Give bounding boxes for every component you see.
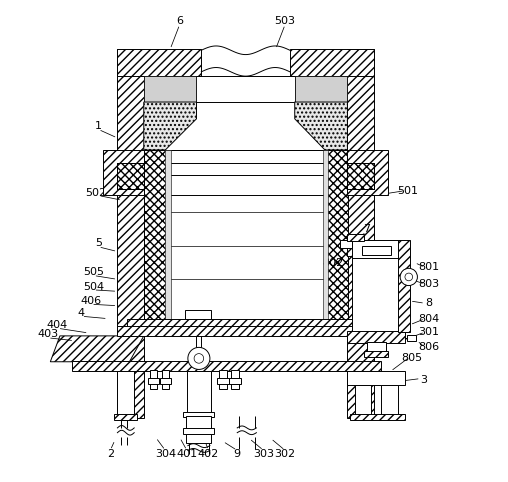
Bar [323,150,328,320]
Text: 6: 6 [176,15,183,26]
Bar [229,378,241,384]
Bar [165,150,325,320]
Circle shape [188,348,210,369]
Text: 504: 504 [83,281,104,292]
Text: 302: 302 [275,449,296,459]
Circle shape [405,273,412,281]
Text: 402: 402 [198,449,219,459]
Text: 301: 301 [419,327,439,337]
Bar [347,331,405,343]
Text: 1: 1 [95,121,102,131]
Bar [347,163,374,189]
Bar [219,370,227,388]
Text: 501: 501 [397,186,418,196]
Bar [398,240,410,332]
Bar [72,361,381,371]
Bar [103,150,144,196]
Polygon shape [50,336,144,362]
Bar [352,240,400,258]
Bar [186,416,211,429]
Text: 9: 9 [234,449,241,459]
Bar [347,240,405,256]
Text: 502: 502 [85,188,106,198]
Bar [117,163,144,189]
Text: 406: 406 [80,296,102,306]
Text: 802: 802 [323,257,344,268]
Bar [117,371,134,416]
Bar [162,370,169,388]
Text: 304: 304 [155,449,176,459]
Text: 505: 505 [83,267,104,277]
Text: 803: 803 [419,279,439,289]
Bar [347,234,364,241]
Bar [183,428,214,434]
Bar [144,76,197,102]
Bar [350,415,405,420]
Bar [186,434,211,443]
Polygon shape [295,102,347,150]
Bar [381,385,398,416]
Bar [183,412,214,417]
Bar [367,342,386,354]
Bar [347,163,374,189]
Text: 4: 4 [78,308,85,318]
Bar [117,49,201,76]
Text: 805: 805 [402,353,423,363]
Bar [347,150,388,196]
Text: 806: 806 [419,342,439,352]
Text: 5: 5 [95,239,102,248]
Text: 404: 404 [47,320,68,330]
Text: 403: 403 [38,330,58,339]
Bar [290,49,374,76]
Bar [362,246,391,255]
Bar [117,326,376,336]
Bar [347,49,374,418]
Bar [144,150,167,320]
Text: 303: 303 [253,449,274,459]
Bar [407,335,416,341]
Bar [165,150,171,320]
Bar [364,351,388,357]
Bar [127,319,367,327]
Bar [184,310,211,319]
Bar [340,240,352,248]
Bar [117,163,144,189]
Polygon shape [144,102,197,150]
Text: 503: 503 [275,15,296,26]
Bar [355,385,371,416]
Bar [117,49,144,418]
Circle shape [400,268,418,285]
Text: 8: 8 [425,298,432,308]
Text: 804: 804 [418,314,439,323]
Text: 801: 801 [419,262,439,272]
Circle shape [194,354,204,363]
Text: 7: 7 [363,224,370,234]
Text: 3: 3 [421,375,428,385]
Bar [325,150,348,320]
Bar [114,414,137,420]
Bar [217,378,229,384]
Bar [295,76,347,102]
Bar [347,371,405,385]
Bar [352,255,400,332]
Bar [148,378,159,384]
Text: 401: 401 [176,449,198,459]
Bar [160,378,171,384]
Bar [149,370,157,388]
Bar [231,370,239,388]
Bar [187,371,211,414]
Text: 2: 2 [107,449,114,459]
